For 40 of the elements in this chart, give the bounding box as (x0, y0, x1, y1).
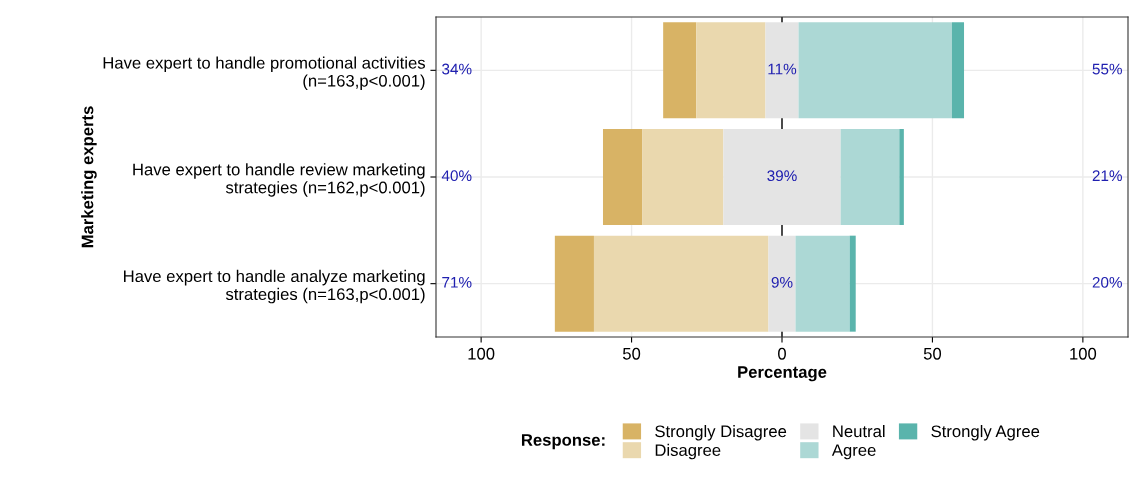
bar (696, 22, 766, 119)
x-tick-label: 50 (622, 347, 641, 360)
annotation: 9% (771, 276, 793, 288)
legend-label: Disagree (655, 443, 721, 460)
annotation: 55% (1092, 63, 1122, 75)
legend-title: Response: (521, 434, 605, 450)
bar (642, 129, 724, 225)
annotation: 39% (767, 170, 797, 182)
annotation: 71% (442, 277, 472, 288)
bar (768, 235, 796, 332)
annotation: 34% (442, 63, 472, 75)
bar (840, 129, 900, 225)
y-tick-label: Have expert to handle analyze marketing strategies (n=163,p<0.001) (124, 269, 425, 304)
y-tick-label: Have expert to handle review marketing strategies (n=162,p<0.001) (133, 163, 425, 197)
x-tick-label: 50 (923, 347, 942, 360)
annotation: 11% (768, 63, 797, 75)
x-tick-label: 100 (468, 347, 495, 360)
annotation: 20% (1092, 276, 1122, 288)
annotation: 40% (441, 170, 472, 182)
bar (899, 129, 904, 225)
bar (593, 235, 769, 332)
legend-label: Agree (831, 444, 876, 460)
bar (602, 129, 643, 225)
bar (795, 235, 850, 332)
bar (554, 235, 594, 332)
bar (798, 22, 952, 119)
bar (723, 129, 841, 225)
bar (765, 22, 799, 119)
x-tick-label: 100 (1070, 347, 1097, 360)
legend-label: Neutral (833, 424, 885, 438)
y-tick-label: Have expert to handle promotional activities (n=163,p<0.001) (103, 56, 425, 91)
x-tick-label: 0 (778, 347, 786, 360)
legend-label: Strongly Disagree (655, 424, 787, 441)
bar (849, 235, 856, 332)
bar (951, 22, 965, 119)
annotation: 21% (1092, 170, 1122, 182)
legend-label: Strongly Agree (931, 424, 1040, 441)
x-axis-title: Percentage (738, 366, 827, 382)
y-axis-title: Marketing experts (81, 106, 97, 248)
bar (663, 22, 697, 119)
